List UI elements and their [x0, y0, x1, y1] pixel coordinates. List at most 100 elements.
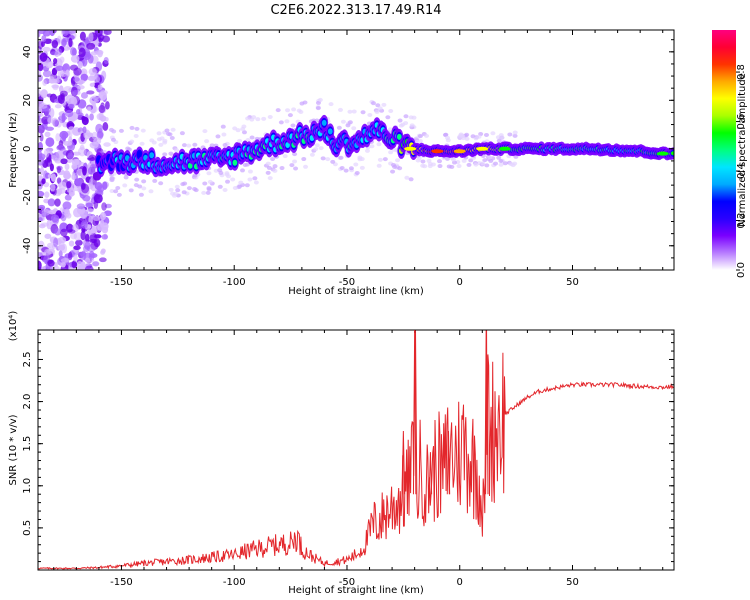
halo-speckle: [487, 155, 493, 160]
noise-speckle: [87, 54, 94, 64]
noise-speckle: [59, 70, 68, 78]
spectrogram-y-ticks: -40 -20 0 20 40: [22, 39, 674, 271]
halo-speckle: [282, 154, 288, 159]
halo-speckle: [149, 138, 155, 143]
band-core-cell: [149, 152, 155, 159]
noise-speckle: [70, 55, 80, 63]
noise-speckle: [58, 236, 67, 244]
noise-speckle: [61, 37, 67, 48]
noise-speckle: [55, 65, 64, 71]
halo-speckle: [236, 184, 242, 189]
noise-speckle: [73, 254, 78, 262]
noise-speckle: [47, 259, 55, 267]
noise-speckle: [43, 170, 48, 180]
noise-speckle: [49, 163, 54, 172]
y-tick-label: 1.0: [22, 478, 33, 494]
noise-speckle: [50, 155, 57, 160]
halo-speckle: [110, 137, 116, 142]
noise-speckle: [41, 178, 46, 185]
halo-speckle: [354, 170, 360, 175]
halo-speckle: [141, 179, 147, 184]
y-tick-label: 2.0: [22, 394, 33, 410]
noise-speckle: [66, 181, 72, 189]
halo-speckle: [222, 143, 228, 148]
noise-speckle: [63, 172, 72, 180]
halo-speckle: [217, 168, 223, 173]
noise-speckle: [91, 131, 98, 140]
band-core-cell: [321, 119, 327, 126]
halo-speckle: [222, 187, 228, 192]
noise-speckle: [38, 100, 45, 108]
noise-speckle: [38, 30, 46, 35]
halo-speckle: [490, 131, 496, 136]
noise-speckle: [38, 40, 44, 50]
snr-spike: [428, 452, 433, 495]
noise-speckle: [90, 51, 99, 56]
halo-speckle: [400, 122, 406, 127]
noise-speckle: [80, 230, 86, 241]
noise-speckle: [76, 261, 84, 270]
halo-speckle: [209, 143, 215, 148]
noise-speckle: [99, 257, 107, 263]
noise-speckle: [57, 94, 65, 105]
halo-speckle: [512, 133, 518, 138]
halo-speckle: [370, 101, 376, 106]
halo-speckle: [129, 125, 135, 130]
noise-speckle: [76, 168, 84, 177]
colorbar-tick-label: 0.6: [736, 114, 747, 130]
halo-speckle: [315, 100, 321, 105]
halo-speckle: [168, 151, 174, 156]
halo-speckle: [345, 123, 351, 128]
noise-speckle: [100, 89, 108, 96]
noise-speckle: [40, 89, 48, 99]
noise-speckle: [39, 52, 48, 62]
noise-speckle: [60, 158, 68, 165]
noise-speckle: [88, 68, 98, 76]
noise-speckle: [55, 133, 61, 142]
noise-speckle: [75, 239, 83, 246]
halo-speckle: [382, 157, 388, 162]
halo-speckle: [171, 193, 177, 198]
noise-speckle: [59, 130, 69, 140]
y-tick-label: 1.5: [22, 436, 33, 452]
snr-frame: [37, 329, 675, 571]
halo-speckle: [397, 118, 403, 123]
halo-speckle: [456, 164, 462, 169]
noise-speckle: [41, 211, 48, 218]
noise-speckle: [73, 245, 81, 251]
halo-speckle: [241, 130, 247, 135]
noise-speckle: [45, 137, 55, 147]
noise-speckle: [66, 229, 76, 234]
noise-speckle: [67, 152, 73, 160]
halo-speckle: [278, 120, 284, 125]
noise-speckle: [42, 70, 52, 78]
halo-speckle: [245, 138, 251, 143]
halo-speckle: [347, 109, 353, 114]
halo-speckle: [247, 177, 253, 182]
noise-speckle: [48, 76, 55, 84]
halo-speckle: [253, 180, 259, 185]
halo-speckle: [424, 133, 430, 138]
halo-speckle: [272, 168, 278, 173]
noise-speckle: [54, 228, 62, 236]
halo-speckle: [325, 157, 331, 162]
halo-speckle: [315, 106, 321, 111]
halo-speckle: [408, 177, 414, 182]
noise-speckle: [77, 146, 87, 157]
noise-speckle: [102, 122, 109, 131]
halo-speckle: [461, 158, 467, 163]
halo-speckle: [450, 157, 456, 162]
noise-speckle: [89, 163, 97, 170]
noise-speckle: [94, 234, 102, 239]
spectrogram-panel: -150 -100 -50 0 50 -40 -20 0 20 40 Height of str…: [8, 29, 675, 297]
halo-speckle: [422, 164, 428, 169]
colorbar-tick-label: 0.4: [736, 163, 747, 179]
noise-speckle: [100, 250, 106, 255]
halo-speckle: [302, 100, 308, 105]
halo-speckle: [482, 158, 488, 163]
halo-speckle: [249, 135, 255, 140]
x-tick-label: -100: [223, 277, 246, 288]
noise-speckle: [100, 212, 107, 221]
halo-speckle: [168, 187, 174, 192]
halo-speckle: [186, 143, 192, 148]
